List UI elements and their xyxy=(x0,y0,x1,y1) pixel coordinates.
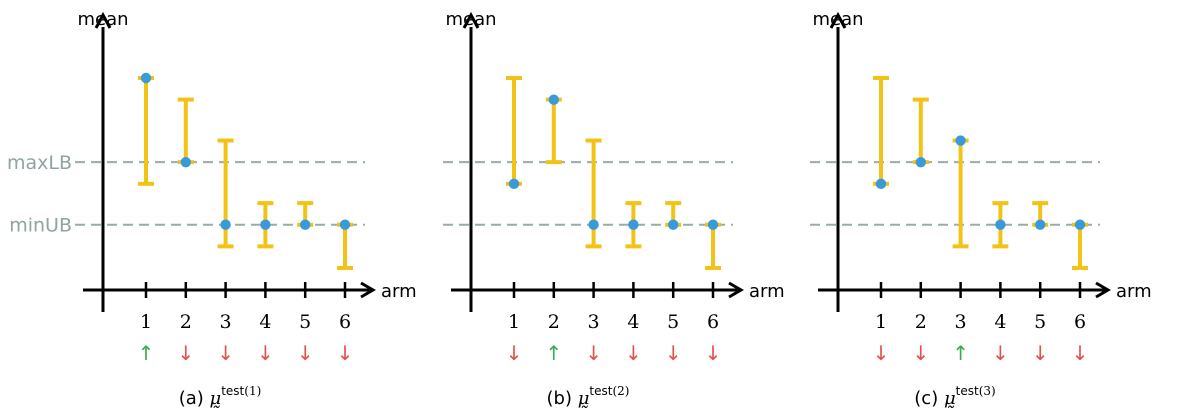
ref-label-minUB: minUB xyxy=(9,215,72,237)
x-tick-label-3: 3 xyxy=(220,311,232,333)
chart-panel-1: maxLB minUB mean arm 1 ↑ 2 ↓ 3 ↓ 4 ↓ 5 ↓ 6 ↓ (a) μ̰test(… xyxy=(7,9,417,409)
x-tick-label-1: 1 xyxy=(875,311,887,333)
up-arrow-arm-3: ↑ xyxy=(952,341,969,365)
up-arrow-arm-1: ↑ xyxy=(138,341,155,365)
caption-symbol: μ̰ xyxy=(944,388,956,409)
caption-superscript-index: (3) xyxy=(979,384,996,398)
x-tick-label-3: 3 xyxy=(955,311,967,333)
x-tick-label-4: 4 xyxy=(259,311,271,333)
x-axis-arrowhead xyxy=(728,281,744,299)
down-arrow-arm-2: ↓ xyxy=(177,341,194,365)
x-tick-label-2: 2 xyxy=(180,311,192,333)
x-tick-label-2: 2 xyxy=(548,311,560,333)
y-axis-arrowhead xyxy=(462,11,480,29)
down-arrow-arm-5: ↓ xyxy=(665,341,682,365)
x-tick-label-6: 6 xyxy=(339,311,351,333)
y-axis-label: mean xyxy=(445,9,496,30)
down-arrow-arm-4: ↓ xyxy=(625,341,642,365)
up-arrow-arm-2: ↑ xyxy=(545,341,562,365)
caption-superscript: test xyxy=(956,384,979,398)
point-arm-1 xyxy=(875,178,887,190)
down-arrow-arm-2: ↓ xyxy=(912,341,929,365)
point-arm-2 xyxy=(915,156,926,168)
down-arrow-arm-6: ↓ xyxy=(1072,341,1089,365)
caption-prefix: (a) xyxy=(179,388,210,409)
down-arrow-arm-5: ↓ xyxy=(1032,341,1049,365)
point-arm-5 xyxy=(668,219,679,230)
down-arrow-arm-6: ↓ xyxy=(337,341,354,365)
point-arm-1 xyxy=(140,72,152,84)
chart-panel-2: mean arm 1 ↓ 2 ↑ 3 ↓ 4 ↓ 5 ↓ 6 ↓ (b) μ̰test(2) xyxy=(443,9,785,409)
caption: (c) μ̰test(3) xyxy=(914,384,995,409)
down-arrow-arm-1: ↓ xyxy=(873,341,890,365)
chart-panel-3: mean arm 1 ↓ 2 ↓ 3 ↑ 4 ↓ 5 ↓ 6 ↓ (c) μ̰test(3) xyxy=(810,9,1152,409)
point-arm-4 xyxy=(995,219,1006,230)
caption-prefix: (b) xyxy=(547,388,578,409)
down-arrow-arm-5: ↓ xyxy=(297,341,314,365)
down-arrow-arm-1: ↓ xyxy=(506,341,523,365)
point-arm-4 xyxy=(628,219,639,230)
point-arm-6 xyxy=(1074,219,1086,230)
point-arm-6 xyxy=(339,219,351,230)
point-arm-3 xyxy=(220,219,231,230)
down-arrow-arm-4: ↓ xyxy=(257,341,274,365)
point-arm-5 xyxy=(300,219,311,230)
down-arrow-arm-3: ↓ xyxy=(585,341,602,365)
caption: (b) μ̰test(2) xyxy=(547,384,630,409)
x-tick-label-5: 5 xyxy=(299,311,311,333)
y-axis-label: mean xyxy=(77,9,128,30)
x-tick-label-2: 2 xyxy=(915,311,927,333)
point-arm-3 xyxy=(955,135,966,146)
y-axis-arrowhead xyxy=(94,11,112,29)
ref-label-maxLB: maxLB xyxy=(7,152,72,174)
point-arm-5 xyxy=(1035,219,1046,230)
y-axis-arrowhead xyxy=(829,11,847,29)
x-axis-label: arm xyxy=(1116,281,1152,302)
x-tick-label-1: 1 xyxy=(140,311,152,333)
x-axis-label: arm xyxy=(749,281,785,302)
x-axis-arrowhead xyxy=(1095,281,1111,299)
x-axis-arrowhead xyxy=(360,281,376,299)
caption-symbol: μ̰ xyxy=(210,388,222,409)
x-tick-label-4: 4 xyxy=(627,311,639,333)
caption-superscript: test xyxy=(221,384,244,398)
x-tick-label-4: 4 xyxy=(994,311,1006,333)
x-tick-label-3: 3 xyxy=(588,311,600,333)
caption-prefix: (c) xyxy=(914,388,944,409)
x-tick-label-1: 1 xyxy=(508,311,520,333)
down-arrow-arm-4: ↓ xyxy=(992,341,1009,365)
x-tick-label-5: 5 xyxy=(667,311,679,333)
caption-symbol: μ̰ xyxy=(578,388,590,409)
caption-superscript-index: (1) xyxy=(244,384,261,398)
caption-superscript: test xyxy=(589,384,612,398)
down-arrow-arm-6: ↓ xyxy=(705,341,722,365)
point-arm-2 xyxy=(180,156,191,168)
x-tick-label-5: 5 xyxy=(1034,311,1046,333)
caption-superscript-index: (2) xyxy=(612,384,629,398)
point-arm-2 xyxy=(548,94,559,105)
down-arrow-arm-3: ↓ xyxy=(217,341,234,365)
caption: (a) μ̰test(1) xyxy=(179,384,262,409)
x-tick-label-6: 6 xyxy=(1074,311,1086,333)
y-axis-label: mean xyxy=(812,9,863,30)
point-arm-4 xyxy=(260,219,271,230)
point-arm-1 xyxy=(508,178,520,190)
point-arm-6 xyxy=(707,219,719,230)
x-axis-label: arm xyxy=(381,281,417,302)
point-arm-3 xyxy=(588,219,599,230)
x-tick-label-6: 6 xyxy=(707,311,719,333)
